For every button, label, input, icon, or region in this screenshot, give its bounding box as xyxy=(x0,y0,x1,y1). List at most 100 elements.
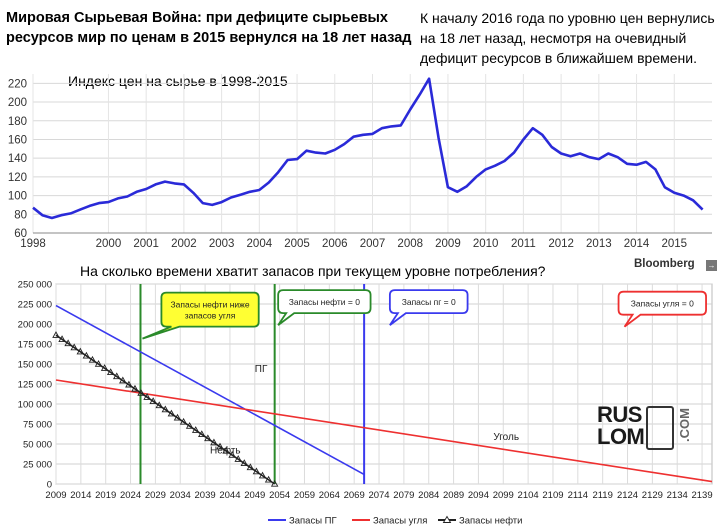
chart2-legend-marker xyxy=(442,515,452,523)
chart2-point-marker xyxy=(88,355,97,363)
chart2-point-marker xyxy=(137,388,145,396)
chart1-x-tick: 2010 xyxy=(473,238,499,250)
chart2-x-tick: 2129 xyxy=(642,490,663,501)
chart2-point-marker xyxy=(106,368,115,376)
chart2-point-marker xyxy=(258,471,267,479)
chart2-y-tick: 175 000 xyxy=(18,340,52,351)
chart2-point-marker xyxy=(149,397,157,404)
chart1-series-line xyxy=(32,77,704,220)
chart2-series-label: ПГ xyxy=(255,364,268,375)
logo-emblem xyxy=(646,406,674,450)
chart2-x-tick: 2009 xyxy=(45,490,66,501)
chart1-x-tick: 2008 xyxy=(397,238,423,250)
chart2-x-tick: 2139 xyxy=(691,490,712,501)
chart2-x-tick: 2029 xyxy=(145,490,166,501)
chart2-callout-bubble xyxy=(617,290,707,328)
chart1-title: Индекс цен на сырье в 1998-2015 xyxy=(68,73,288,89)
chart2-title: На сколько времени хватит запасов при те… xyxy=(80,263,546,279)
chart1-x-tick: 2015 xyxy=(661,238,687,250)
headline: Мировая Сырьевая Война: при дефиците сыр… xyxy=(6,10,412,46)
chart2-point-marker xyxy=(58,335,66,342)
chart2-point-marker xyxy=(270,479,279,487)
chart2-point-marker xyxy=(64,339,72,347)
chart2-point-marker xyxy=(198,430,206,438)
chart2-legend-label: Запасы нефти xyxy=(459,516,522,527)
chart2-callout-text: Запасы угля = 0 xyxy=(631,299,694,309)
chart2-y-tick: 125 000 xyxy=(18,380,52,391)
chart2-x-tick: 2059 xyxy=(294,490,315,501)
chart1-x-tick: 2006 xyxy=(322,238,348,250)
chart2-point-marker xyxy=(240,459,249,466)
chart2-x-tick: 2089 xyxy=(443,490,464,501)
chart2-y-tick: 150 000 xyxy=(18,360,52,371)
chart2-x-tick: 2104 xyxy=(518,490,539,501)
chart2-y-tick: 25 000 xyxy=(23,460,52,471)
chart2-callout-bubble xyxy=(388,289,469,326)
chart1-x-tick: 2004 xyxy=(247,238,273,250)
chart2-y-tick: 200 000 xyxy=(18,320,52,331)
chart2-callout-text: Запасы пг = 0 xyxy=(402,297,456,307)
ruslom-logo: RUS LOM .COM xyxy=(597,404,715,470)
chart2-series-line xyxy=(55,334,276,485)
logo-line1: RUS xyxy=(597,402,642,427)
chart2-x-tick: 2024 xyxy=(120,490,141,501)
chart2-x-tick: 2099 xyxy=(493,490,514,501)
chart1-x-tick: 2012 xyxy=(548,238,574,250)
arrow-icon: → xyxy=(706,260,717,271)
chart1-x-tick: 2009 xyxy=(435,238,461,250)
chart2-point-marker xyxy=(94,360,103,367)
chart2-y-tick: 0 xyxy=(47,480,52,491)
chart2-point-marker xyxy=(185,422,194,429)
chart2-point-marker xyxy=(52,331,60,338)
chart1-x-tick: 2000 xyxy=(96,238,122,250)
chart1-x-tick: 2001 xyxy=(133,238,159,250)
chart2-point-marker xyxy=(76,347,85,355)
chart2-x-tick: 2134 xyxy=(667,490,688,501)
chart1-x-tick: 2011 xyxy=(511,238,536,250)
chart2-point-marker xyxy=(82,351,91,359)
chart2-y-tick: 225 000 xyxy=(18,300,52,311)
chart2-point-marker xyxy=(112,372,121,380)
chart2-point-marker xyxy=(119,376,127,384)
logo-line2: LOM xyxy=(597,424,645,449)
chart2-point-marker xyxy=(222,446,230,454)
chart1-x-tick: 2013 xyxy=(586,238,612,250)
chart1-x-tick: 2003 xyxy=(209,238,235,250)
chart2-y-tick: 100 000 xyxy=(18,400,52,411)
chart2-point-marker xyxy=(264,475,273,483)
chart2-callout-bubble xyxy=(142,291,260,340)
chart2-point-marker xyxy=(155,401,164,409)
chart2-x-tick: 2034 xyxy=(170,490,191,501)
chart2-point-marker xyxy=(234,455,242,462)
chart2-x-tick: 2049 xyxy=(244,490,265,501)
chart1-y-tick: 100 xyxy=(8,191,27,203)
chart2-y-tick: 75 000 xyxy=(23,420,52,431)
source-label: Bloomberg xyxy=(634,258,695,270)
chart1-y-tick: 220 xyxy=(8,78,27,90)
chart2-legend-label: Запасы угля xyxy=(373,516,427,527)
chart1-y-tick: 60 xyxy=(14,228,27,240)
chart1-x-tick: 2005 xyxy=(284,238,310,250)
chart2-callout-text: Запасы нефти ниже xyxy=(171,300,250,310)
reserves-chart: 0 25 000 50 000 75 000 100 000 125 000 150 000… xyxy=(18,280,713,527)
chart2-x-tick: 2094 xyxy=(468,490,489,501)
chart2-callout-text: запасов угля xyxy=(185,311,236,321)
chart2-point-marker xyxy=(252,467,261,475)
chart2-x-tick: 2074 xyxy=(368,490,389,501)
chart1-y-tick: 200 xyxy=(8,97,27,109)
chart2-series-label: Уголь xyxy=(493,432,519,443)
chart1-x-tick: 1998 xyxy=(20,238,46,250)
chart2-point-marker xyxy=(161,405,170,413)
commodity-index-chart: 60 80 100 120 140 160 180 200 220 1998 2000 2001 200… xyxy=(8,74,712,250)
chart2-x-tick: 2119 xyxy=(592,490,612,501)
chart2-point-marker xyxy=(191,426,200,433)
chart2-x-tick: 2019 xyxy=(95,490,116,501)
chart1-y-tick: 180 xyxy=(8,116,27,128)
chart2-point-marker xyxy=(204,434,212,442)
chart2-legend-label: Запасы ПГ xyxy=(289,516,337,527)
chart1-y-tick: 80 xyxy=(14,209,27,221)
chart2-x-tick: 2054 xyxy=(269,490,290,501)
note-text: К началу 2016 года по уровню цен вернули… xyxy=(420,10,715,66)
chart2-x-tick: 2124 xyxy=(617,490,638,501)
chart2-series-line xyxy=(55,304,365,476)
